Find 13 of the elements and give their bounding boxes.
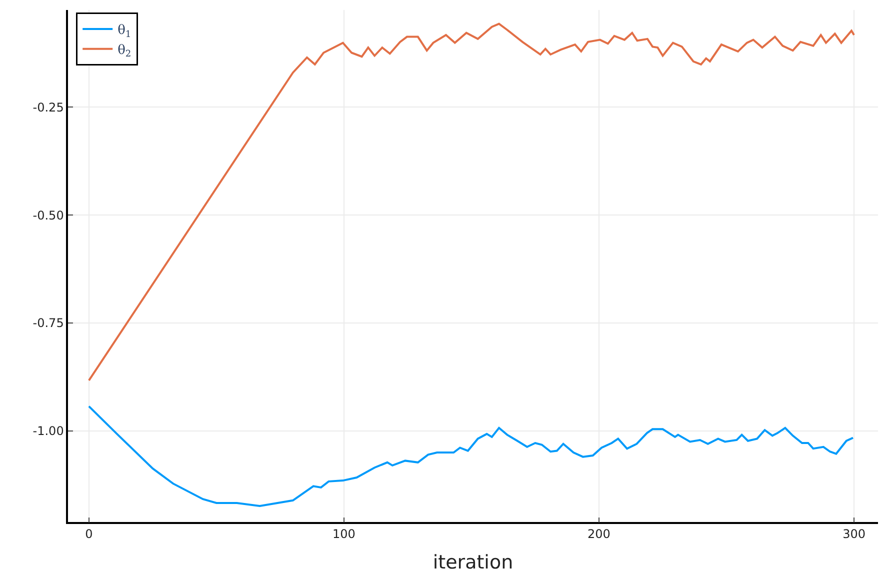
line-series — [88, 405, 854, 508]
y-tick-label: -0.25 — [32, 100, 64, 114]
y-tick-label: -1.00 — [32, 424, 64, 438]
legend-label: θ$_{1}$ — [118, 23, 132, 40]
y-tick-label: -0.50 — [32, 208, 64, 222]
y-tick-label: -0.75 — [32, 316, 64, 330]
x-tick-label: 200 — [588, 527, 610, 542]
x-tick-label: 0 — [85, 527, 93, 542]
legend-label: θ$_{2}$ — [118, 42, 132, 60]
x-tick-label: 300 — [842, 527, 866, 542]
x-axis-title: iteration — [432, 551, 514, 574]
line-series — [88, 22, 856, 382]
x-tick-label: 100 — [332, 527, 356, 542]
